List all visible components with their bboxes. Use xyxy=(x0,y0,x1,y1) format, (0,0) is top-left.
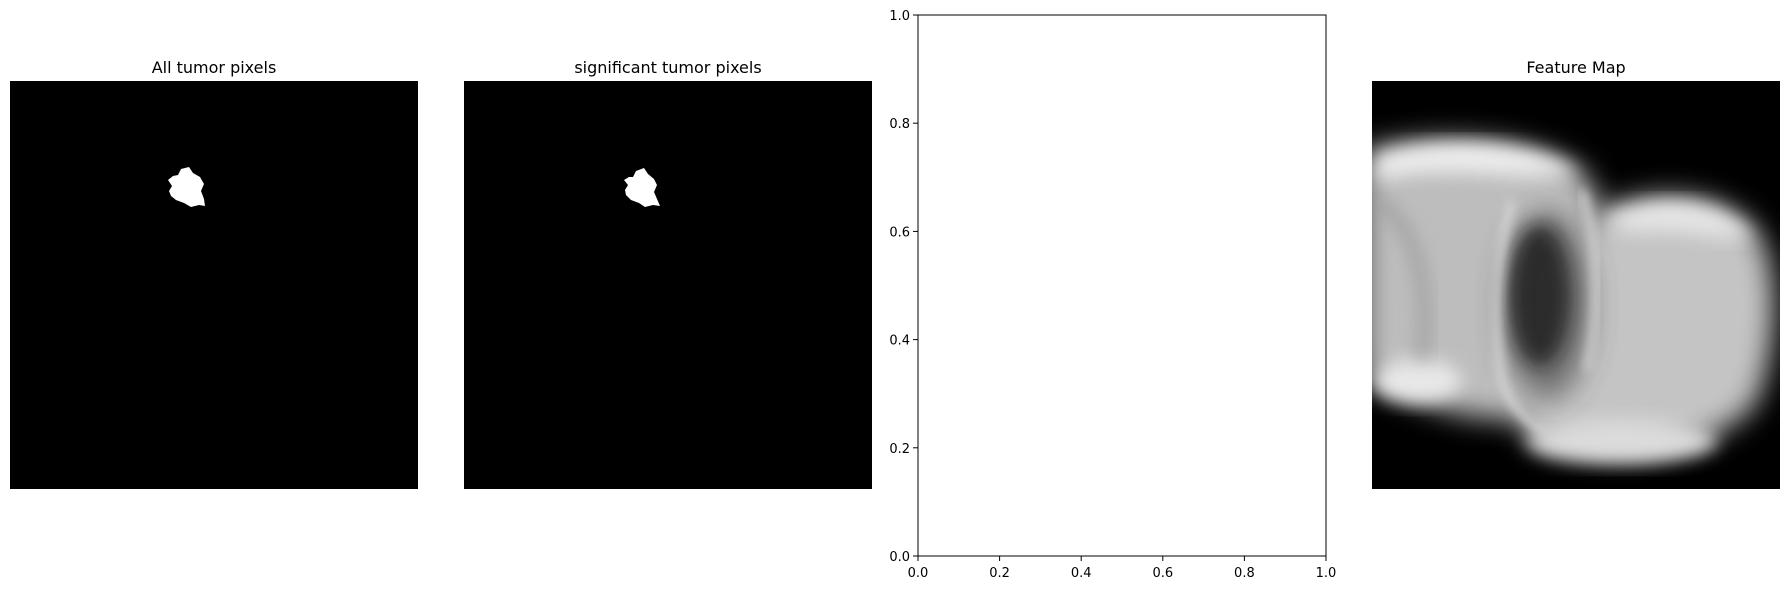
tumor-blob xyxy=(624,168,660,207)
x-tick-label: 1.0 xyxy=(1316,566,1337,581)
bright-right-arc xyxy=(1607,202,1752,240)
x-tick-label: 0.4 xyxy=(1071,566,1092,581)
panel-title-significant-tumor: significant tumor pixels xyxy=(574,58,762,77)
significant-tumor-pixels-image xyxy=(464,81,872,489)
bright-lower-left xyxy=(1372,359,1462,403)
bright-top-band xyxy=(1377,143,1577,181)
x-tick-label: 0.2 xyxy=(989,566,1010,581)
y-tick-label: 0.2 xyxy=(889,442,910,457)
y-tick-label: 0.8 xyxy=(889,117,910,132)
panel-title-all-tumor: All tumor pixels xyxy=(151,58,277,77)
x-tick-label: 0.8 xyxy=(1234,566,1255,581)
dark-center-halo xyxy=(1502,211,1592,401)
axes-frame xyxy=(917,14,1327,557)
y-tick-label: 0.4 xyxy=(889,334,910,349)
left-lobe-shade xyxy=(1374,196,1430,362)
feature-map-image xyxy=(1372,81,1780,489)
seam-right xyxy=(1578,189,1600,372)
mask-background xyxy=(464,81,872,489)
y-axis: 0.0 0.2 0.4 0.6 0.8 1.0 xyxy=(889,9,918,565)
all-tumor-pixels-image xyxy=(10,81,418,489)
bright-lower-right xyxy=(1527,419,1717,463)
x-tick-label: 0.0 xyxy=(908,566,929,581)
tumor-blob xyxy=(168,167,205,207)
x-axis: 0.0 0.2 0.4 0.6 0.8 1.0 xyxy=(908,556,1337,581)
seam xyxy=(1493,200,1549,434)
mask-background xyxy=(10,81,418,489)
y-tick-label: 1.0 xyxy=(889,9,910,24)
panel-title-feature-map: Feature Map xyxy=(1526,58,1626,77)
x-tick-label: 0.6 xyxy=(1152,566,1173,581)
y-tick-label: 0.6 xyxy=(889,225,910,240)
y-tick-label: 0.0 xyxy=(889,550,910,565)
